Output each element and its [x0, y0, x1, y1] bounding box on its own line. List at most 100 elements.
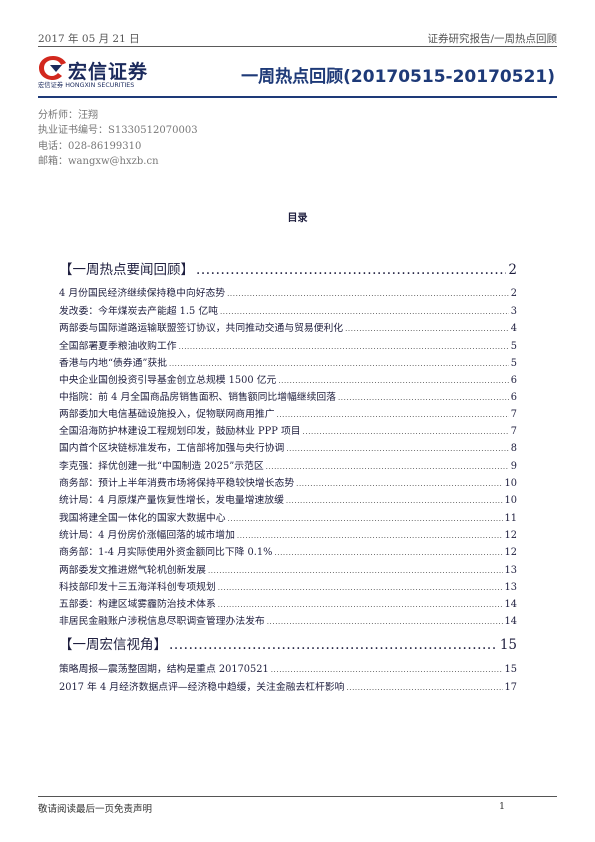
- toc-entry-row[interactable]: 统计局：4 月份房价涨幅回落的城市增加 12: [59, 527, 517, 541]
- toc-leader-dots: [169, 358, 509, 369]
- toc-leader-dots: [267, 616, 503, 627]
- toc-leader-dots: [227, 288, 509, 299]
- footer-divider: [38, 796, 557, 797]
- toc-leader-dots: [218, 599, 503, 610]
- toc-entry-title: 统计局：4 月份房价涨幅回落的城市增加: [59, 530, 235, 541]
- toc-entry-row[interactable]: 非居民金融账户涉税信息尽职调查管理办法发布 14: [59, 613, 517, 627]
- toc-page-number: 15: [504, 664, 517, 675]
- toc-entry-row[interactable]: 2017 年 4 月经济数据点评—经济稳中趋缓，关注金融去杠杆影响 17: [59, 679, 517, 693]
- toc-entry-row[interactable]: 发改委：今年煤炭去产能超 1.5 亿吨 3: [59, 303, 517, 317]
- toc-leader-dots: [286, 495, 503, 506]
- toc-entry-row[interactable]: 科技部印发十三五海洋科创专项规划 13: [59, 579, 517, 593]
- toc-entry-title: 【一周宏信视角】: [59, 637, 167, 653]
- toc-entry-title: 五部委：构建区域雾霾防治技术体系: [59, 599, 216, 610]
- toc-leader-dots: [345, 323, 509, 334]
- toc-leader-dots: [196, 262, 506, 278]
- toc-entry-row[interactable]: 李克强：择优创建一批“中国制造 2025”示范区 9: [59, 458, 517, 472]
- toc-heading: 目录: [287, 213, 308, 224]
- toc-section-row[interactable]: 【一周宏信视角】 15: [59, 633, 517, 653]
- toc-entry-title: 两部委发文推进燃气轮机创新发展: [59, 565, 206, 576]
- toc-leader-dots: [274, 547, 502, 558]
- logo-english-name: 宏信证券 HONGXIN SECURITIES: [38, 82, 135, 89]
- toc-entry-title: 商务部：1-4 月实际使用外资金额同比下降 0.1%: [59, 547, 273, 558]
- toc-entry-row[interactable]: 中指院：前 4 月全国商品房销售面积、销售额同比增幅继续回落 6: [59, 389, 517, 403]
- toc-entry-title: 两部委与国际道路运输联盟签订协议，共同推动交通与贸易便利化: [59, 323, 344, 334]
- toc-entry-title: 【一周热点要闻回顾】: [59, 262, 194, 278]
- analyst-email[interactable]: 邮箱：wangxw@hxzb.cn: [38, 155, 159, 167]
- toc-entry-title: 4 月份国民经济继续保持稳中向好态势: [59, 288, 226, 299]
- toc-entry-title: 统计局：4 月原煤产量恢复性增长，发电量增速放缓: [59, 495, 284, 506]
- toc-page-number: 14: [504, 616, 517, 627]
- toc-page-number: 10: [504, 495, 517, 506]
- toc-page-number: 2: [510, 288, 517, 299]
- title-divider: [38, 96, 557, 98]
- toc-page-number: 9: [510, 461, 517, 472]
- toc-leader-dots: [220, 306, 509, 317]
- toc-leader-dots: [228, 513, 503, 524]
- analyst-info: 分析师：汪翔 执业证书编号：S1330512070003 电话：028-8619…: [38, 108, 198, 169]
- toc-entry-title: 我国将建全国一体化的国家大数据中心: [59, 513, 226, 524]
- toc-page-number: 13: [504, 582, 517, 593]
- toc-leader-dots: [338, 392, 509, 403]
- toc-page-number: 6: [510, 375, 517, 386]
- toc-entry-row[interactable]: 两部委发文推进燃气轮机创新发展 13: [59, 562, 517, 576]
- toc-page-number: 10: [504, 478, 517, 489]
- logo-chinese-name: 宏信证券: [68, 61, 149, 83]
- toc-leader-dots: [179, 341, 509, 352]
- toc-page-number: 14: [504, 599, 517, 610]
- header-divider: [38, 46, 557, 47]
- toc-page-number: 2: [508, 262, 517, 278]
- toc-page-number: 7: [510, 426, 517, 437]
- company-logo: 宏信证券 宏信证券 HONGXIN SECURITIES: [36, 52, 166, 94]
- toc-entry-row[interactable]: 五部委：构建区域雾霾防治技术体系 14: [59, 596, 517, 610]
- toc-entry-row[interactable]: 全国部署夏季粮油收购工作 5: [59, 338, 517, 352]
- report-title: 一周热点回顾(20170515-20170521): [241, 67, 555, 87]
- toc-entry-title: 科技部印发十三五海洋科创专项规划: [59, 582, 216, 593]
- toc-entry-row[interactable]: 4 月份国民经济继续保持稳中向好态势 2: [59, 285, 517, 299]
- toc-entry-title: 发改委：今年煤炭去产能超 1.5 亿吨: [59, 306, 218, 317]
- toc-page-number: 4: [510, 323, 517, 334]
- footer-disclaimer: 敬请阅读最后一页免责声明: [38, 804, 153, 815]
- toc-page-number: 12: [504, 547, 517, 558]
- analyst-name: 分析师：汪翔: [38, 110, 98, 121]
- toc-entry-row[interactable]: 两部委与国际道路运输联盟签订协议，共同推动交通与贸易便利化 4: [59, 320, 517, 334]
- toc-page-number: 6: [510, 392, 517, 403]
- toc-entry-title: 策略周报—震荡整固期，结构是重点 20170521: [59, 664, 269, 675]
- toc-entry-title: 非居民金融账户涉税信息尽职调查管理办法发布: [59, 616, 265, 627]
- toc-entry-title: 全国部署夏季粮油收购工作: [59, 341, 177, 352]
- header-category: 证券研究报告/一周热点回顾: [427, 33, 557, 45]
- toc-leader-dots: [271, 664, 503, 675]
- toc-leader-dots: [303, 426, 509, 437]
- toc-leader-dots: [277, 409, 509, 420]
- toc-page-number: 11: [504, 513, 517, 524]
- toc-entry-row[interactable]: 两部委加大电信基础设施投入，促物联网商用推广 7: [59, 406, 517, 420]
- toc-entry-row[interactable]: 全国沿海防护林建设工程规划印发，鼓励林业 PPP 项目 7: [59, 423, 517, 437]
- toc-leader-dots: [286, 443, 508, 454]
- analyst-phone: 电话：028-86199310: [38, 140, 142, 152]
- toc-entry-row[interactable]: 香港与内地“债券通”获批 5: [59, 355, 517, 369]
- toc-leader-dots: [169, 637, 498, 653]
- toc-entry-title: 国内首个区块链标准发布，工信部将加强与央行协调: [59, 443, 285, 454]
- toc-page-number: 3: [510, 306, 517, 317]
- toc-leader-dots: [266, 461, 509, 472]
- toc-leader-dots: [346, 682, 502, 693]
- toc-entry-row[interactable]: 我国将建全国一体化的国家大数据中心 11: [59, 510, 517, 524]
- toc-leader-dots: [278, 375, 508, 386]
- toc-entry-row[interactable]: 策略周报—震荡整固期，结构是重点 20170521 15: [59, 661, 517, 675]
- toc-entry-title: 中央企业国创投资引导基金创立总规模 1500 亿元: [59, 375, 277, 386]
- toc-entry-title: 中指院：前 4 月全国商品房销售面积、销售额同比增幅继续回落: [59, 392, 336, 403]
- toc-entry-row[interactable]: 统计局：4 月原煤产量恢复性增长，发电量增速放缓 10: [59, 492, 517, 506]
- toc-entry-row[interactable]: 中央企业国创投资引导基金创立总规模 1500 亿元 6: [59, 372, 517, 386]
- toc-leader-dots: [296, 478, 502, 489]
- toc-entry-row[interactable]: 商务部：预计上半年消费市场将保持平稳较快增长态势 10: [59, 475, 517, 489]
- footer-page-number: 1: [498, 801, 505, 812]
- toc-page-number: 17: [504, 682, 517, 693]
- toc-entry-title: 2017 年 4 月经济数据点评—经济稳中趋缓，关注金融去杠杆影响: [59, 682, 345, 693]
- toc-entry-row[interactable]: 商务部：1-4 月实际使用外资金额同比下降 0.1% 12: [59, 544, 517, 558]
- toc-entry-title: 商务部：预计上半年消费市场将保持平稳较快增长态势: [59, 478, 295, 489]
- toc-page-number: 15: [499, 637, 517, 653]
- toc-entry-row[interactable]: 国内首个区块链标准发布，工信部将加强与央行协调 8: [59, 440, 517, 454]
- toc-section-row[interactable]: 【一周热点要闻回顾】 2: [59, 258, 517, 278]
- toc-leader-dots: [218, 582, 503, 593]
- toc-page-number: 8: [510, 443, 517, 454]
